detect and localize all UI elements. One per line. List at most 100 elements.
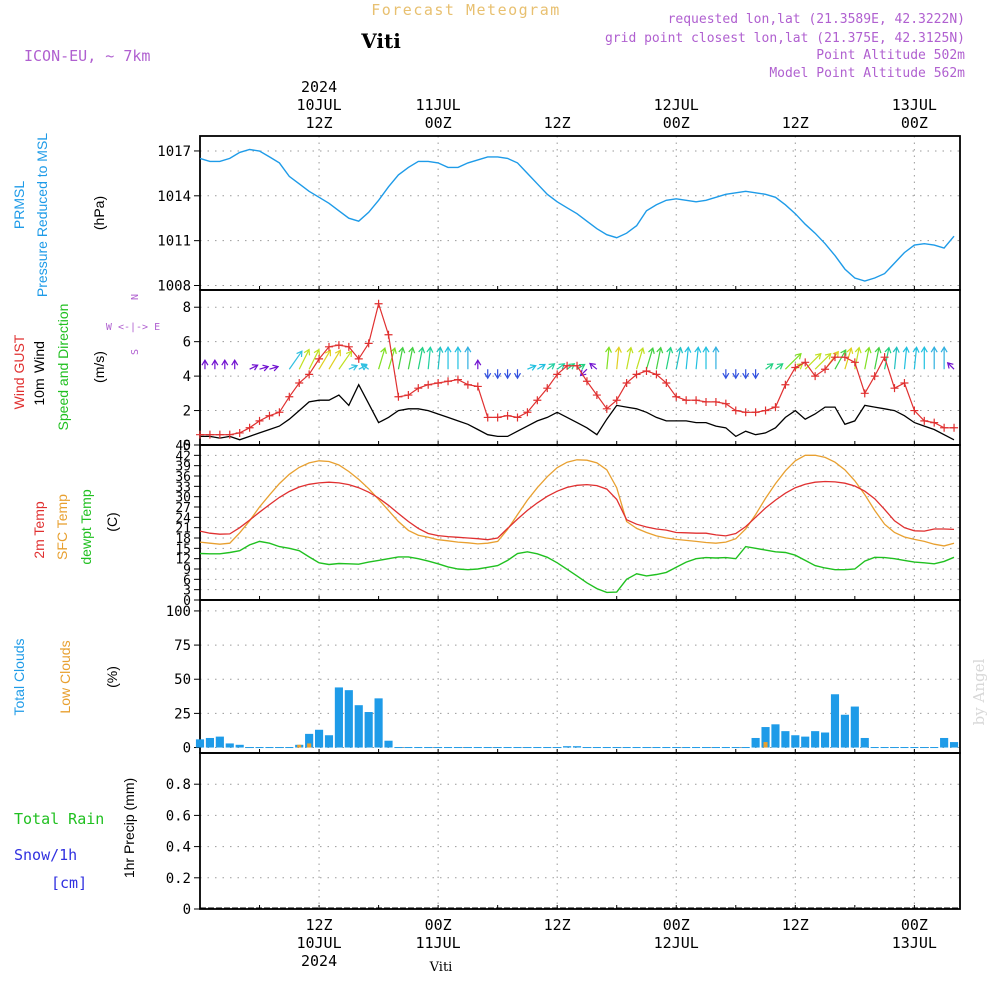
gust-marker [642,366,651,375]
wind-arrow [589,362,598,370]
dewpoint-line [199,540,955,594]
wind-arrow-head [702,346,710,353]
gust-marker [702,397,711,406]
wind-arrow-head [345,350,353,358]
wind-arrow-head [494,372,502,380]
y-tick-label: 100 [166,604,191,620]
bottom-time-label: 2024 [301,952,337,970]
wind-arrow [298,349,310,370]
gust-marker [354,354,363,363]
wind-arrow-head [231,359,239,366]
total-cloud-bar [811,731,820,748]
total-cloud-bar [949,742,959,748]
wind-arrow-head [648,347,655,354]
wind-arrow [348,365,358,370]
top-time-label: 10JUL [296,96,341,114]
point-altitude: Point Altitude 502m [816,48,965,63]
total-clouds-label: Total Clouds [11,638,27,715]
y-tick-label: 0.4 [166,840,191,856]
y-tick-label: 8 [183,300,191,316]
wind-unit: (m/s) [91,351,107,383]
y-tick-label: 12 [175,553,191,568]
wind-arrow-head [529,364,537,371]
wind-arrow [655,347,662,370]
gust-marker [840,353,849,362]
gust-marker [245,423,254,432]
y-tick-label: 36 [175,470,191,485]
wind-arrow-head [418,346,426,354]
gust-marker [235,428,244,437]
wind-arrow-head [814,352,822,360]
wind-arrow [616,347,620,370]
wind-arrow-head [912,346,920,353]
wind-arrow-head [513,372,522,380]
wind-arrow-head [334,349,341,357]
cloud-labels: Total Clouds Low Clouds (%) [11,638,120,715]
gust-marker [444,377,453,386]
total-cloud-bar [314,729,324,748]
gust-marker [473,382,482,391]
gust-marker [196,430,204,439]
gust-marker [453,375,462,384]
wind-arrow [537,363,546,370]
top-time-label: 12JUL [654,96,699,114]
wind-arrow-head [568,363,576,370]
gust-marker [682,396,691,405]
gust-marker [315,354,324,363]
wind-arrow-head [776,363,784,370]
bottom-time-label: 12Z [306,916,333,934]
y-tick-label: 15 [175,542,191,557]
wind-arrow-head [426,346,434,353]
gust-marker [215,430,224,439]
pressure-line [199,148,955,282]
wind-arrow [378,347,386,370]
top-time-label: 12Z [782,114,809,132]
pressure-label-msl: Pressure Reduced to MSL [34,133,50,297]
model-altitude: Model Point Altitude 562m [769,66,965,81]
top-time-label: 2024 [301,78,337,96]
gust-marker [751,408,760,417]
wind-arrow-head [390,347,397,354]
gust-marker [255,416,264,425]
gust-marker [592,391,601,400]
wind-arrow-head [795,352,802,360]
wind-arrow [903,347,908,370]
wind-arrow-head [626,346,634,354]
low-cloud-bar [297,744,302,748]
y-tick-label: 1011 [157,234,191,250]
wind-arrow [338,350,353,370]
total-cloud-bar [364,712,373,748]
footer-location: Viti [429,960,453,975]
wind-arrow [249,364,258,370]
y-tick-label: 3 [183,584,191,599]
precip-labels: Total Rain Snow/1h [cm] 1hr Precip (mm) [14,778,137,892]
gust-marker [334,341,343,350]
gust-marker [523,408,532,417]
wind-arrow [893,347,898,370]
panels-group: 1008101110141017024680369121518212427303… [157,135,961,918]
wind-arrow-head [539,363,546,370]
compass-n: N [130,294,141,300]
cloud-unit: (%) [104,666,120,688]
total-cloud-bar [354,705,363,748]
wind-arrow [665,347,672,370]
panel-2: 0 2 4 6 8 [183,289,961,454]
gust-marker [771,403,780,412]
wind-arrow-head [589,362,596,370]
total-cloud-bar [840,714,849,748]
y-tick-label: 0.8 [166,777,191,793]
gust-marker [721,399,730,408]
wind-arrow [269,366,279,370]
wind-arrow-head [892,346,900,353]
wind-arrow [834,349,847,370]
gust-marker [493,413,502,422]
compass-ew: W <-|-> E [106,322,160,333]
total-cloud-bar [235,744,244,748]
gust-marker [612,396,621,405]
gust-marker [662,379,671,387]
total-cloud-bar [195,739,205,748]
wind-arrow-head [262,364,270,372]
wind-labels: Wind GUST 10m Wind Speed and Direction (… [11,294,160,430]
